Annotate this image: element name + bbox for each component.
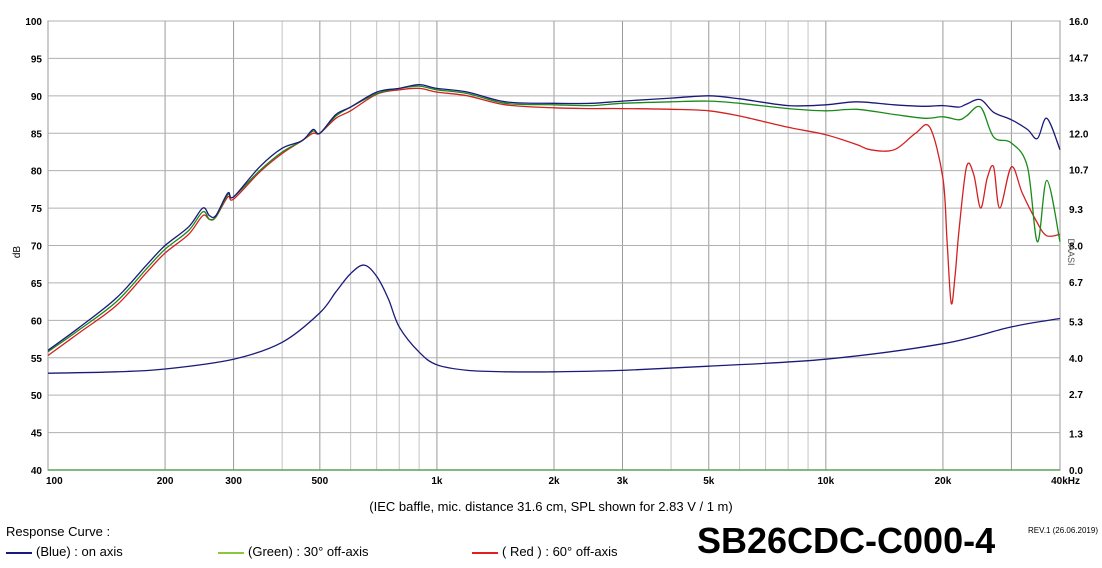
axis-labels: 100 200 300 500 1k 2k 3k 5k 10k 20k 40kHz 100 95 90 85… xyxy=(25,17,1089,487)
y-tick-label: 40 xyxy=(31,466,43,477)
y-tick-label: 100 xyxy=(25,17,42,28)
series-layer xyxy=(47,83,1061,374)
y2-tick-label: 8.0 xyxy=(1069,242,1083,253)
y2-tick-label: 16.0 xyxy=(1069,17,1089,28)
y-tick-label: 85 xyxy=(31,129,43,140)
x-tick-label: 40kHz xyxy=(1051,476,1080,487)
y-tick-label: 65 xyxy=(31,279,43,290)
legend-swatch-red xyxy=(472,551,498,554)
y2-tick-label: 14.7 xyxy=(1069,53,1089,64)
x-tick-label: 500 xyxy=(312,476,329,487)
y2-tick-label: 0.0 xyxy=(1069,466,1083,477)
x-tick-label: 10k xyxy=(818,476,835,487)
series-line-30deg xyxy=(47,85,1061,353)
measurement-caption: (IEC baffle, mic. distance 31.6 cm, SPL … xyxy=(369,499,733,514)
legend-item-blue: (Blue) : on axis xyxy=(6,544,123,559)
x-tick-label: 5k xyxy=(703,476,715,487)
legend-label-red: ( Red ) : 60° off-axis xyxy=(502,544,618,559)
x-tick-label: 2k xyxy=(548,476,560,487)
model-name: SB26CDC-C000-4 xyxy=(697,520,996,561)
y-tick-label: 45 xyxy=(31,429,43,440)
x-tick-label: 300 xyxy=(225,476,242,487)
y2-tick-label: 12.0 xyxy=(1069,129,1089,140)
y-tick-label: 55 xyxy=(31,354,43,365)
y-tick-label: 90 xyxy=(31,92,43,103)
legend-label-blue: (Blue) : on axis xyxy=(36,544,123,559)
x-tick-label: 20k xyxy=(935,476,952,487)
legend-swatch-blue xyxy=(6,551,32,554)
x-tick-label: 100 xyxy=(46,476,63,487)
watermark-text: DAASI xyxy=(1066,238,1076,265)
x-tick-label: 200 xyxy=(157,476,174,487)
series-line-on-axis xyxy=(47,83,1061,351)
y-tick-label: 95 xyxy=(31,54,43,65)
y2-tick-label: 2.7 xyxy=(1069,390,1083,401)
x-tick-label: 1k xyxy=(431,476,443,487)
y2-tick-label: 5.3 xyxy=(1069,317,1083,328)
y2-tick-label: 4.0 xyxy=(1069,354,1083,365)
y2-tick-label: 1.3 xyxy=(1069,430,1083,441)
legend-label-green: (Green) : 30° off-axis xyxy=(248,544,369,559)
legend-item-red: ( Red ) : 60° off-axis xyxy=(472,544,618,559)
y-tick-label: 60 xyxy=(31,316,43,327)
series-line-impedance xyxy=(47,264,1061,374)
x-tick-label: 3k xyxy=(617,476,629,487)
grid xyxy=(47,20,1061,471)
y-tick-label: 75 xyxy=(31,204,43,215)
y2-tick-label: 10.7 xyxy=(1069,166,1089,177)
y-tick-label: 50 xyxy=(31,391,43,402)
revision-label: REV.1 (26.06.2019) xyxy=(1028,526,1098,535)
y-axis-label: dB xyxy=(12,246,23,259)
y2-tick-label: 13.3 xyxy=(1069,93,1089,104)
y-tick-label: 80 xyxy=(31,167,43,178)
legend-item-green: (Green) : 30° off-axis xyxy=(218,544,369,559)
series-line-60deg xyxy=(47,87,1061,357)
y-tick-label: 70 xyxy=(31,242,43,253)
frequency-response-chart: 100 200 300 500 1k 2k 3k 5k 10k 20k 40kHz 100 95 90 85… xyxy=(12,17,1089,487)
y2-tick-label: 6.7 xyxy=(1069,278,1083,289)
y2-tick-label: 9.3 xyxy=(1069,205,1083,216)
legend-swatch-green xyxy=(218,551,244,554)
legend-title: Response Curve : xyxy=(6,524,111,539)
